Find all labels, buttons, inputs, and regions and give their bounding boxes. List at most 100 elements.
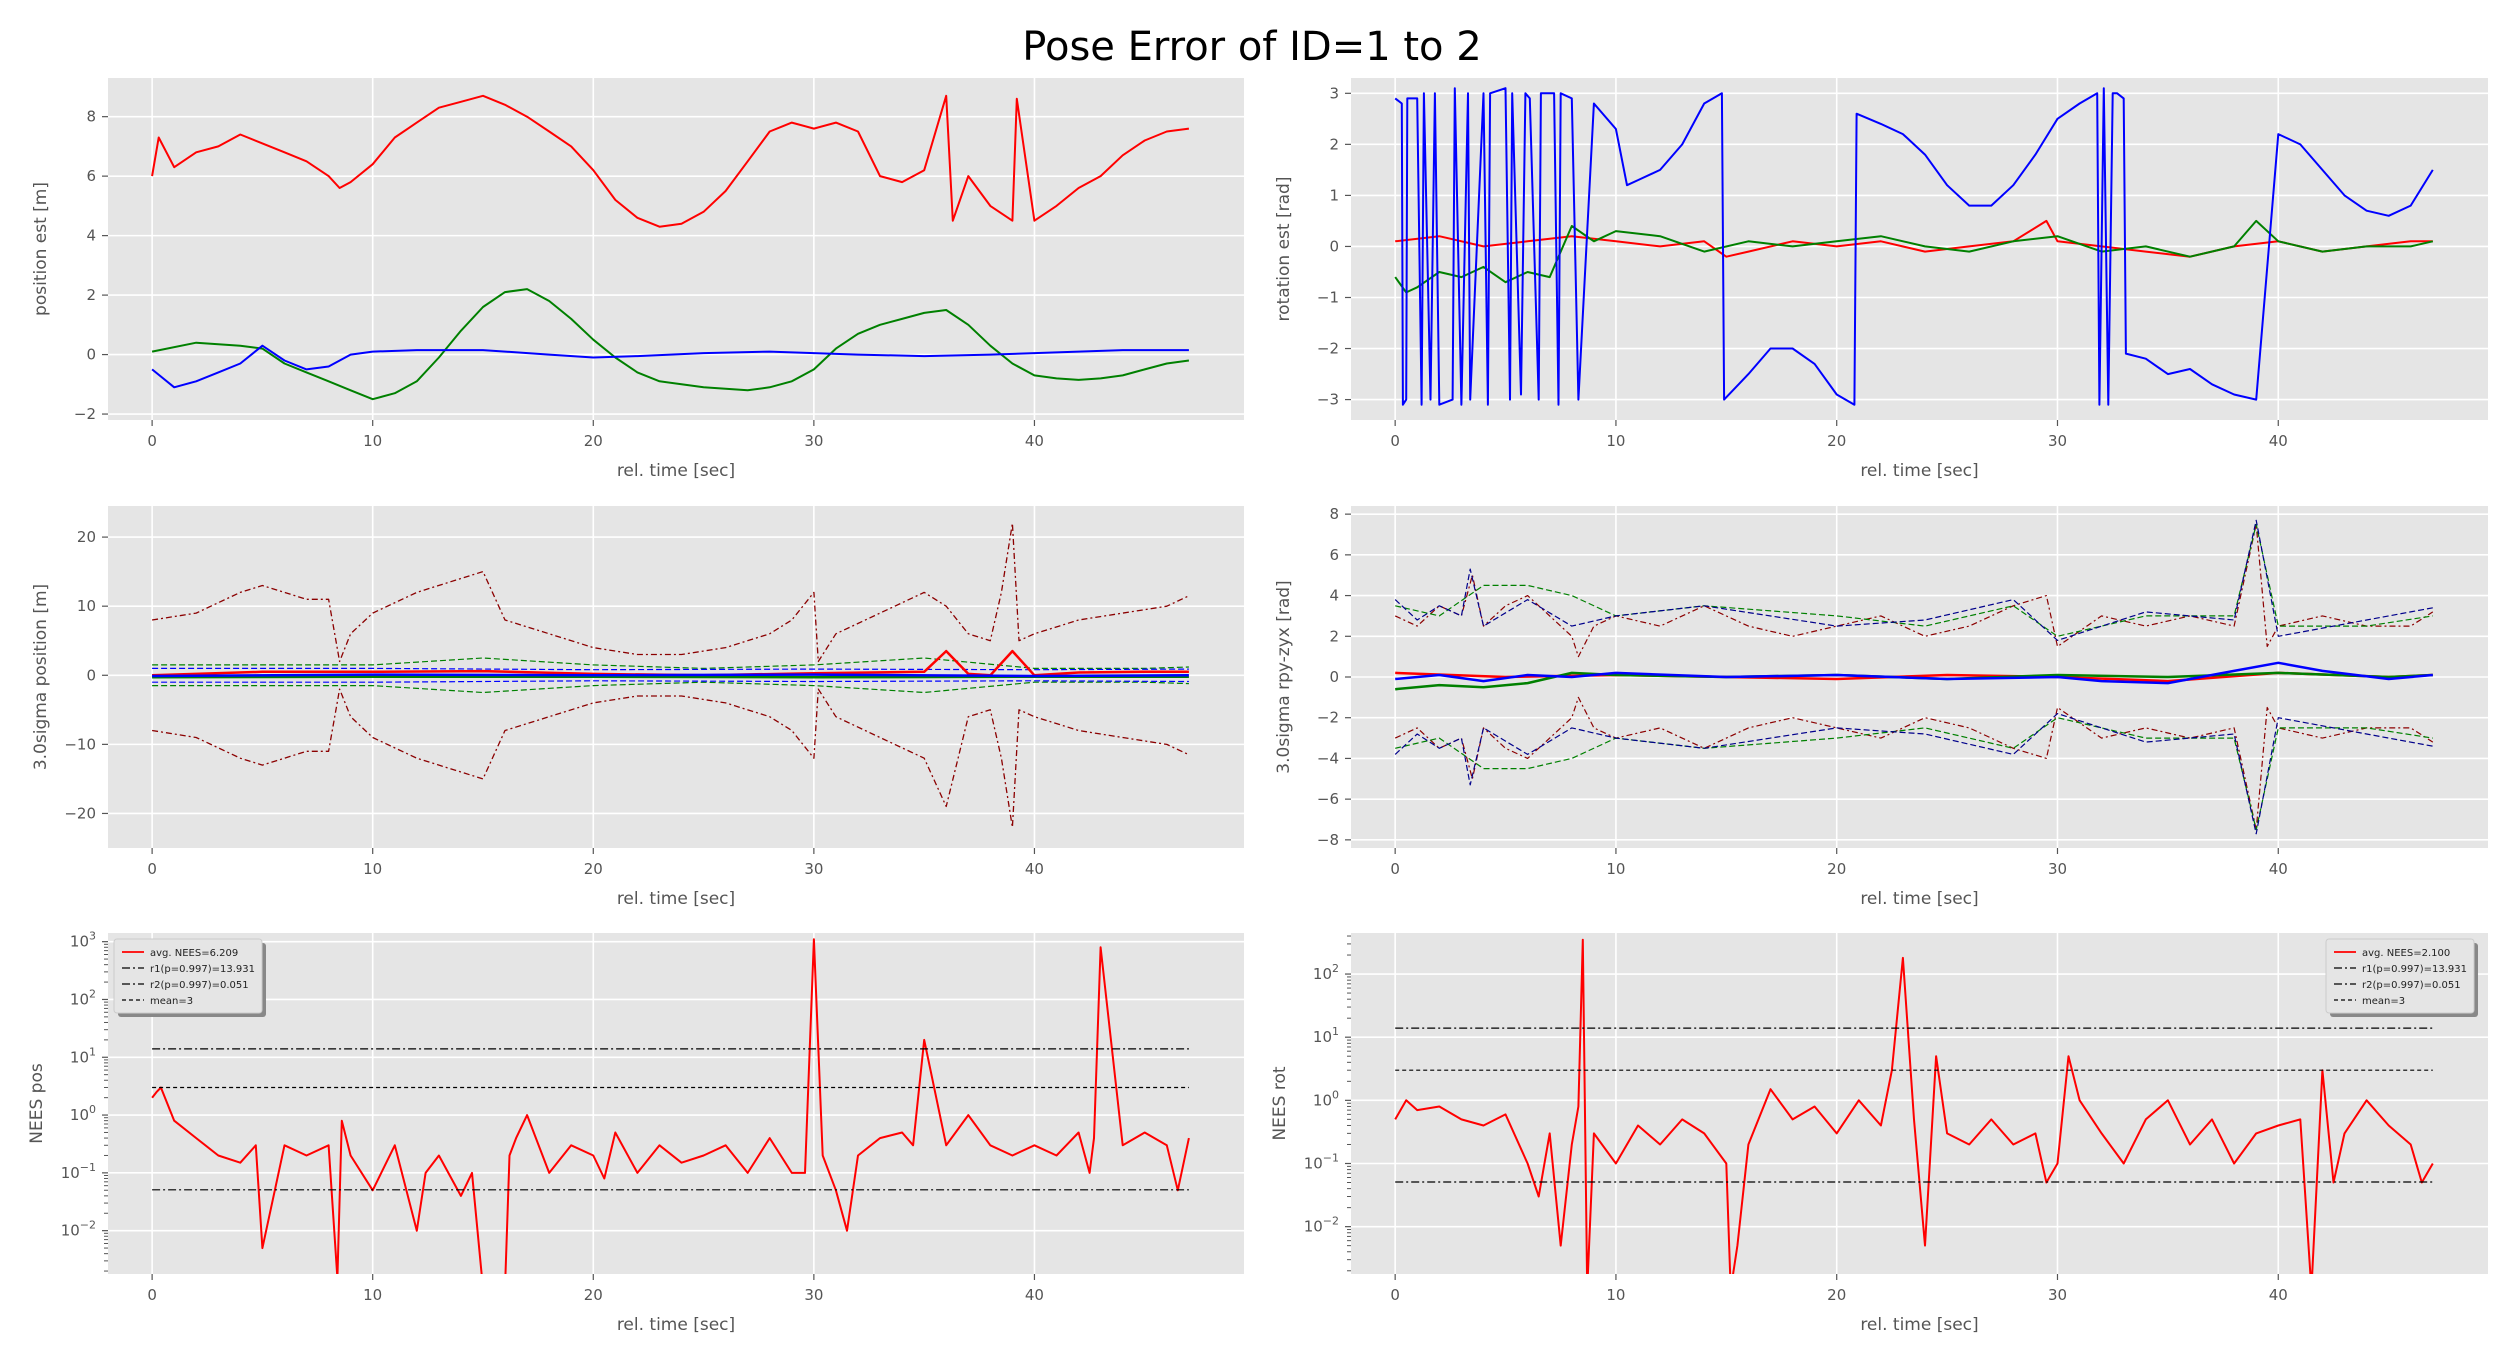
y-tick-label: 10 <box>77 597 96 615</box>
y-tick-label: 4 <box>1329 587 1339 605</box>
y-tick-label: −1 <box>1317 288 1339 306</box>
x-tick-label: 20 <box>1827 432 1846 450</box>
plot-area <box>108 78 1244 420</box>
y-tick-exponent: 0 <box>89 1103 96 1116</box>
y-tick-label: 4 <box>86 227 96 245</box>
x-tick-label: 40 <box>2269 1286 2288 1304</box>
y-tick-exponent: −1 <box>1323 1151 1339 1164</box>
y-tick-label: −8 <box>1317 831 1339 849</box>
legend-label: avg. NEES=6.209 <box>150 948 238 959</box>
y-tick-label: 103 <box>70 930 96 951</box>
y-tick-label: 102 <box>1313 962 1339 983</box>
y-tick-label: 10−1 <box>61 1161 96 1182</box>
x-tick-label: 30 <box>804 1286 823 1304</box>
x-tick-label: 20 <box>584 432 603 450</box>
x-tick-label: 40 <box>1025 860 1044 878</box>
x-tick-label: 30 <box>2048 1286 2067 1304</box>
y-axis-label: 3.0sigma rpy-zyx [rad] <box>1274 580 1294 773</box>
x-axis-label: rel. time [sec] <box>1860 461 1978 481</box>
x-tick-label: 30 <box>2048 432 2067 450</box>
y-tick-exponent: −1 <box>80 1161 96 1174</box>
y-tick-label: 6 <box>1329 546 1339 564</box>
x-tick-label: 10 <box>1606 1286 1625 1304</box>
x-tick-label: 0 <box>1390 1286 1400 1304</box>
y-tick-label: 6 <box>86 167 96 185</box>
x-tick-label: 30 <box>2048 860 2067 878</box>
subplot-nees-rot: 0 10 20 30 40 10−2 10−1 100 101 102 rel. time [sec… <box>1270 933 2488 1335</box>
x-tick-label: 40 <box>1025 432 1044 450</box>
x-tick-label: 10 <box>1606 432 1625 450</box>
x-tick-label: 40 <box>2269 860 2288 878</box>
legend-label: mean=3 <box>2362 996 2405 1007</box>
x-tick-label: 40 <box>2269 432 2288 450</box>
y-tick-label: 102 <box>70 987 96 1008</box>
y-tick-label: −2 <box>1317 340 1339 358</box>
figure-title: Pose Error of ID=1 to 2 <box>1022 24 1481 70</box>
y-tick-label: 8 <box>1329 505 1339 523</box>
plot-area <box>1351 933 2488 1274</box>
subplot-pos-est: 0 10 20 30 40 −2 0 2 4 6 8 rel. time [sec] position … <box>31 78 1244 481</box>
y-tick-exponent: −2 <box>80 1219 96 1232</box>
x-tick-label: 20 <box>584 1286 603 1304</box>
x-axis-label: rel. time [sec] <box>617 889 735 909</box>
y-tick-label: 101 <box>1313 1025 1339 1046</box>
subplot-rot-est: 0 10 20 30 40 −3 −2 −1 0 1 2 3 rel. time [sec] rotati… <box>1274 78 2488 481</box>
x-tick-label: 30 <box>804 860 823 878</box>
x-tick-label: 30 <box>804 432 823 450</box>
y-tick-label: −20 <box>64 804 96 822</box>
y-axis-label: 3.0sigma position [m] <box>31 584 51 770</box>
x-tick-label: 40 <box>1025 1286 1044 1304</box>
legend-label: r2(p=0.997)=0.051 <box>150 980 249 991</box>
y-tick-label: 8 <box>86 108 96 126</box>
legend-label: mean=3 <box>150 996 193 1007</box>
series-line-err-z <box>152 675 1189 676</box>
y-tick-exponent: 1 <box>1332 1025 1339 1038</box>
legend: avg. NEES=6.209r1(p=0.997)=13.931r2(p=0.… <box>114 939 266 1017</box>
x-tick-label: 0 <box>147 1286 157 1304</box>
x-tick-label: 20 <box>1827 1286 1846 1304</box>
y-tick-label: 0 <box>86 346 96 364</box>
x-tick-label: 0 <box>147 860 157 878</box>
x-tick-label: 0 <box>147 432 157 450</box>
x-tick-label: 10 <box>363 860 382 878</box>
y-axis-label: NEES rot <box>1270 1066 1290 1140</box>
y-tick-label: −4 <box>1317 749 1339 767</box>
y-tick-label: 10−2 <box>1304 1215 1339 1236</box>
x-tick-label: 20 <box>584 860 603 878</box>
x-axis-label: rel. time [sec] <box>1860 1315 1978 1335</box>
y-tick-exponent: 1 <box>89 1045 96 1058</box>
y-tick-label: 1 <box>1329 186 1339 204</box>
legend-label: r2(p=0.997)=0.051 <box>2362 980 2461 991</box>
y-tick-label: 2 <box>1329 627 1339 645</box>
x-axis-label: rel. time [sec] <box>617 1315 735 1335</box>
y-axis-label: position est [m] <box>31 182 51 316</box>
y-tick-label: 100 <box>1313 1088 1339 1109</box>
x-axis-label: rel. time [sec] <box>617 461 735 481</box>
x-tick-label: 0 <box>1390 860 1400 878</box>
plot-area <box>108 933 1244 1274</box>
y-tick-label: 0 <box>86 666 96 684</box>
y-tick-label: −3 <box>1317 391 1339 409</box>
y-tick-exponent: 2 <box>1332 962 1339 975</box>
y-tick-exponent: −2 <box>1323 1215 1339 1228</box>
y-tick-label: 0 <box>1329 668 1339 686</box>
y-tick-label: 2 <box>86 286 96 304</box>
y-axis-label: NEES pos <box>27 1063 47 1144</box>
y-tick-label: −2 <box>1317 709 1339 727</box>
y-tick-label: 101 <box>70 1045 96 1066</box>
subplot-sigma-rot: 0 10 20 30 40 −8 −6 −4 −2 0 2 4 6 8 rel. time [sec] 3.0… <box>1274 505 2488 909</box>
x-tick-label: 20 <box>1827 860 1846 878</box>
legend-label: avg. NEES=2.100 <box>2362 948 2450 959</box>
x-tick-label: 0 <box>1390 432 1400 450</box>
y-tick-label: 3 <box>1329 84 1339 102</box>
subplot-sigma-pos: 0 10 20 30 40 −20 −10 0 10 20 rel. time [sec] 3.0si… <box>31 506 1244 909</box>
y-tick-label: 2 <box>1329 135 1339 153</box>
x-axis-label: rel. time [sec] <box>1860 889 1978 909</box>
y-tick-label: 10−1 <box>1304 1151 1339 1172</box>
y-tick-label: 0 <box>1329 237 1339 255</box>
y-tick-exponent: 3 <box>89 930 96 943</box>
y-tick-exponent: 2 <box>89 987 96 1000</box>
y-tick-label: −2 <box>74 405 96 423</box>
y-tick-label: 20 <box>77 528 96 546</box>
